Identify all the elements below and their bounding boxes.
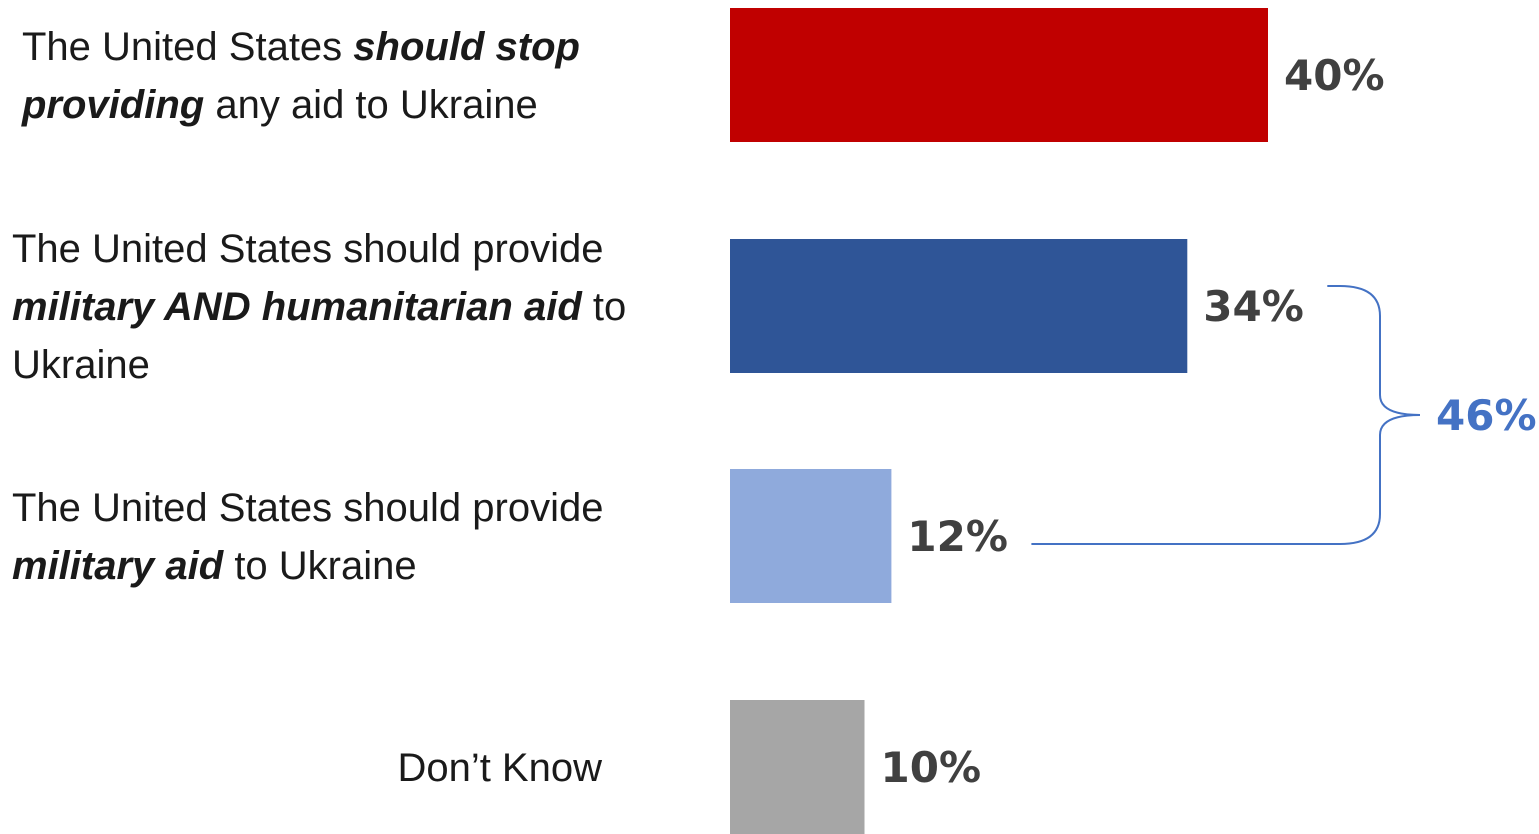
- bar-1: [730, 8, 1268, 142]
- value-label-4: 10%: [881, 743, 982, 792]
- category-label-1: The United States should stop providing a…: [21, 25, 580, 127]
- category-label-2: The United States should provide military…: [12, 227, 626, 387]
- category-label-3: The United States should provide military…: [12, 486, 603, 588]
- value-label-2: 34%: [1203, 282, 1304, 331]
- value-label-1: 40%: [1284, 51, 1385, 100]
- category-label-4: Don’t Know: [397, 746, 602, 790]
- bracket-total-label: 46%: [1436, 391, 1537, 440]
- value-label-3: 12%: [907, 512, 1008, 561]
- bar-4: [730, 700, 865, 834]
- group-bracket: [1031, 285, 1421, 545]
- bar-3: [730, 469, 892, 603]
- bar-2: [730, 239, 1188, 373]
